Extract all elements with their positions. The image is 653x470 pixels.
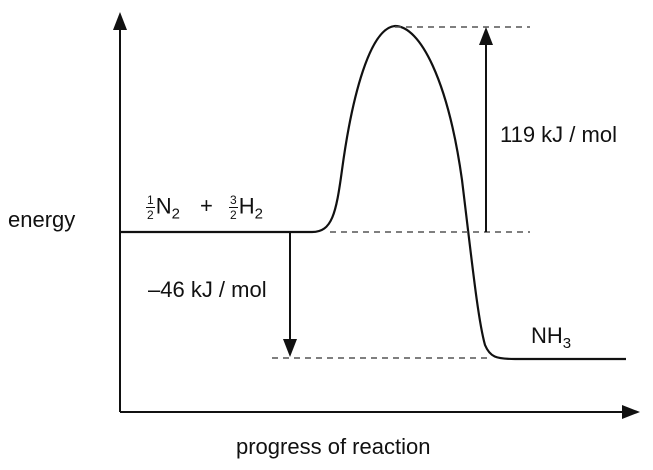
- n2-subscript: 2: [171, 205, 180, 223]
- reactants-label: 1 2 N2 + 3 2 H2: [146, 194, 263, 221]
- activation-energy-label: 119 kJ / mol: [500, 122, 617, 147]
- x-axis-label: progress of reaction: [236, 434, 431, 459]
- product-symbol: NH: [531, 323, 563, 348]
- product-subscript: 3: [562, 335, 572, 352]
- y-axis-label: energy: [8, 207, 76, 232]
- product-label: NH3: [531, 323, 571, 352]
- activation-energy-arrowhead: [479, 27, 493, 45]
- plus-sign: +: [200, 193, 213, 219]
- h2-symbol: H: [238, 193, 255, 219]
- n2-symbol: N: [155, 193, 172, 219]
- enthalpy-change-arrowhead: [283, 339, 297, 357]
- x-axis-arrowhead: [622, 405, 640, 419]
- enthalpy-change-label: –46 kJ / mol: [148, 277, 267, 302]
- h2-subscript: 2: [254, 205, 263, 223]
- y-axis-arrowhead: [113, 12, 127, 30]
- reaction-pathway-curve: [120, 24, 626, 361]
